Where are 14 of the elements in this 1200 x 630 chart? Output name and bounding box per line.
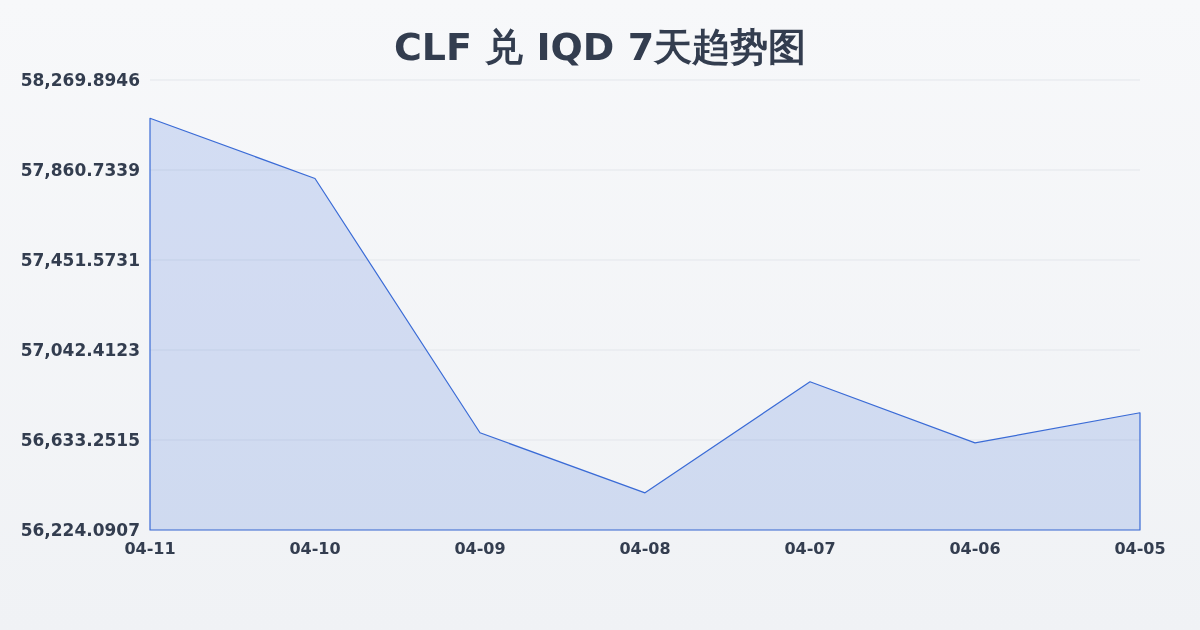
x-tick-label: 04-09 <box>454 539 506 558</box>
y-tick-label: 57,042.4123 <box>20 339 140 360</box>
y-tick-label: 57,860.7339 <box>20 159 140 180</box>
y-tick-label: 58,269.8946 <box>20 69 140 90</box>
x-tick-label: 04-05 <box>1114 539 1166 558</box>
x-tick-label: 04-08 <box>619 539 671 558</box>
x-tick-label: 04-11 <box>124 539 176 558</box>
x-tick-label: 04-06 <box>949 539 1001 558</box>
x-tick-label: 04-07 <box>784 539 836 558</box>
x-tick-label: 04-10 <box>289 539 341 558</box>
chart-title: CLF 兑 IQD 7天趋势图 <box>393 25 807 69</box>
y-tick-label: 57,451.5731 <box>20 249 140 270</box>
y-tick-label: 56,224.0907 <box>20 519 140 540</box>
y-tick-label: 56,633.2515 <box>20 429 140 450</box>
